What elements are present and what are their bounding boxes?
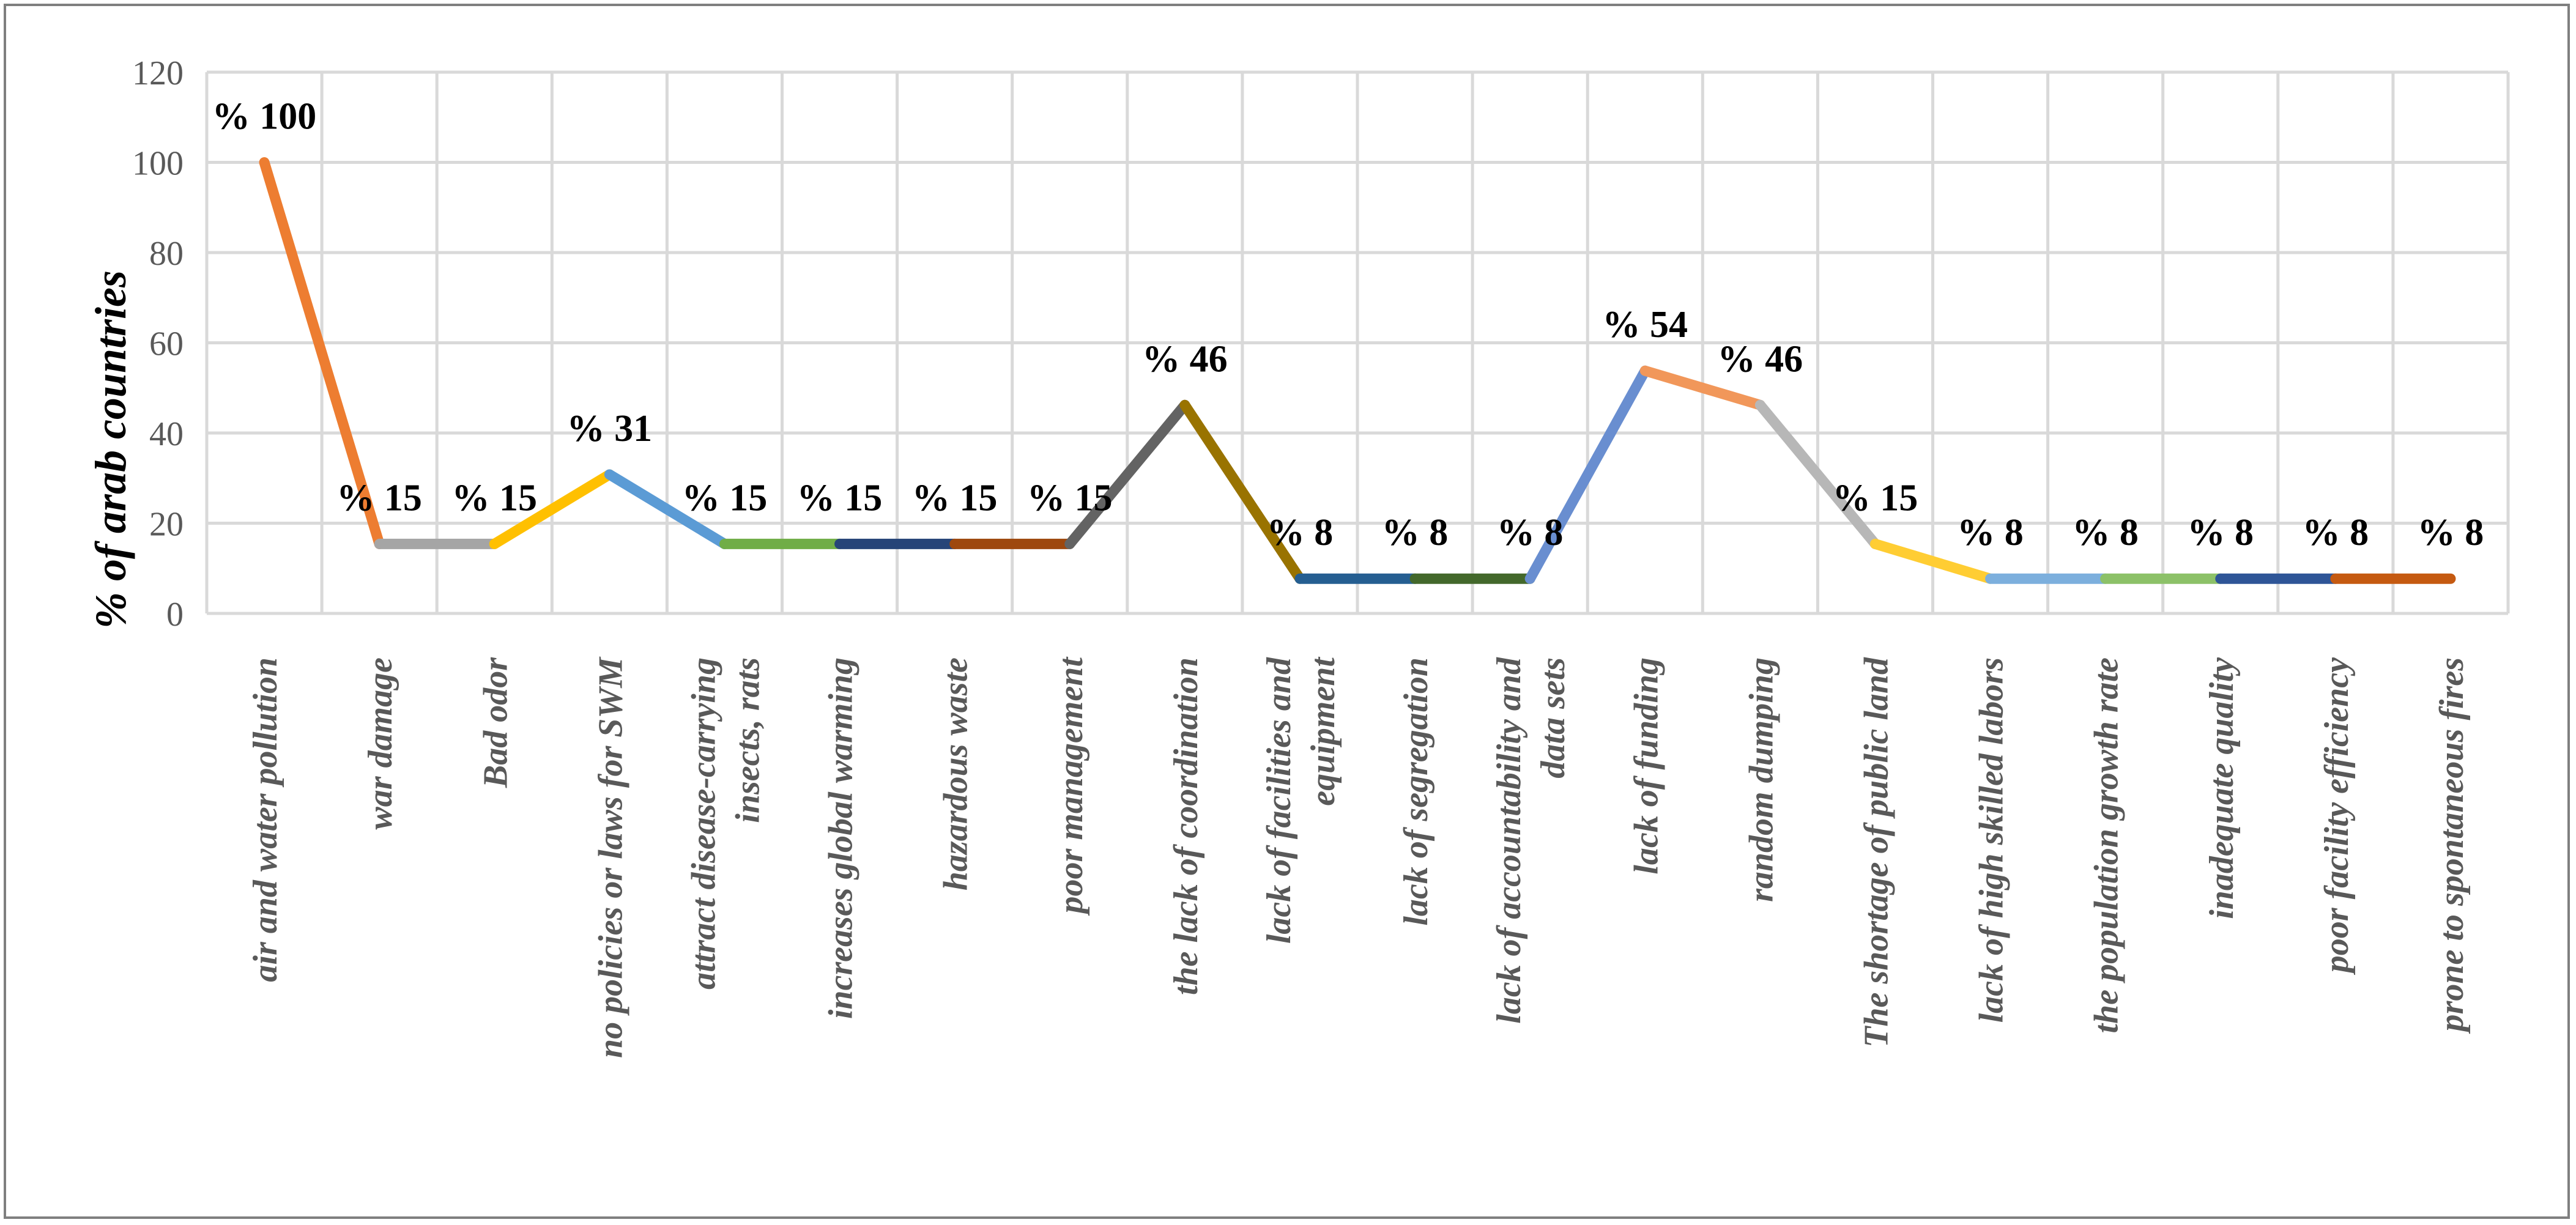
data-label: % 8 <box>1267 512 1334 553</box>
x-category-label: lack of segregation <box>1397 657 1435 926</box>
data-label: % 46 <box>1718 338 1803 380</box>
x-category-label: no policies or laws for SWM <box>592 656 629 1058</box>
x-category-label: prone to spontaneous fires <box>2433 657 2471 1034</box>
x-category-label: random dumping <box>1742 657 1780 902</box>
x-category-label: lack of high skilled labors <box>1973 657 2011 1023</box>
x-category-label-line: the lack of coordination <box>1167 657 1205 995</box>
y-tick-label: 20 <box>149 506 184 544</box>
x-category-label: poor facility efficiency <box>2318 657 2356 975</box>
data-label: % 8 <box>2188 512 2254 553</box>
x-category-label-line: lack of high skilled labors <box>1973 657 2011 1023</box>
x-category-label-line: insects, rats <box>729 657 766 823</box>
x-category-label: the population growth rate <box>2088 657 2126 1034</box>
x-category-label-line: hazardous waste <box>937 657 975 890</box>
x-category-label: war damage <box>362 657 399 830</box>
line-segment <box>1754 399 1880 549</box>
y-tick-label: 0 <box>166 596 184 634</box>
x-category-label: lack of funding <box>1627 657 1665 875</box>
x-category-label: poor management <box>1052 657 1090 916</box>
data-label: % 8 <box>2303 512 2369 553</box>
x-category-label-line: attract disease-carrying <box>685 657 722 990</box>
line-segment <box>1639 365 1765 410</box>
x-category-label: attract disease-carrying insects, rats <box>685 657 766 990</box>
x-category-label: hazardous waste <box>937 657 975 890</box>
x-category-label-line: increases global warming <box>822 657 860 1019</box>
line-segment <box>1064 399 1190 549</box>
x-category-label-line: lack of funding <box>1627 657 1665 875</box>
data-label: % 15 <box>682 477 768 519</box>
x-category-label-line: data sets <box>1534 657 1572 779</box>
data-label: % 15 <box>1833 477 1918 519</box>
x-category-label: The shortage of public land <box>1857 657 1895 1048</box>
y-axis-ticks: 0 20 40 60 80 100 120 <box>132 54 184 634</box>
data-label: % 8 <box>2072 512 2139 553</box>
x-category-label-line: poor management <box>1052 657 1090 916</box>
x-category-label: air and water pollution <box>247 657 284 982</box>
x-category-label-line: war damage <box>362 657 399 830</box>
data-label: % 31 <box>567 408 653 450</box>
x-category-label-line: inadequate quality <box>2203 657 2241 919</box>
data-label: % 15 <box>336 477 422 519</box>
y-axis-title: % of arab countries <box>86 270 135 629</box>
chart-frame <box>4 4 2570 1219</box>
data-label: % 15 <box>797 477 883 519</box>
y-tick-label: 120 <box>132 54 184 92</box>
data-labels: % 100 % 15 % 15 % 31 % 15 % 15 % 15 % 15 % 46 % 8… <box>212 96 2484 554</box>
line-segment <box>489 469 615 549</box>
x-category-label: inadequate quality <box>2203 657 2241 919</box>
x-category-label-line: lack of facilities and <box>1260 657 1298 944</box>
data-label: % 8 <box>1382 512 1449 553</box>
line-segment <box>1869 538 1996 584</box>
data-label: % 8 <box>2418 512 2484 553</box>
x-category-label: Bad odor <box>477 657 514 788</box>
data-label: % 100 <box>212 96 317 138</box>
line-segment <box>1524 365 1650 584</box>
x-category-label-line: lack of segregation <box>1397 657 1435 926</box>
x-category-label-line: random dumping <box>1742 657 1780 902</box>
x-category-label-line: Bad odor <box>477 657 514 788</box>
x-category-label-line: lack of accountability and <box>1490 657 1528 1024</box>
y-tick-label: 100 <box>132 145 184 183</box>
data-label: % 8 <box>1497 512 1564 553</box>
x-category-label: the lack of coordination <box>1167 657 1205 995</box>
x-category-label-line: prone to spontaneous fires <box>2433 657 2471 1034</box>
x-category-label: increases global warming <box>822 657 860 1019</box>
data-label: % 8 <box>1957 512 2024 553</box>
x-category-label: lack of facilities and equipment <box>1260 657 1342 944</box>
y-tick-label: 60 <box>149 325 184 363</box>
x-category-label-line: The shortage of public land <box>1857 657 1895 1048</box>
line-segment <box>259 157 385 549</box>
series-line <box>259 157 2456 584</box>
data-label: % 15 <box>1027 477 1113 519</box>
data-label: % 15 <box>912 477 998 519</box>
x-category-label-line: the population growth rate <box>2088 657 2126 1034</box>
category-labels: air and water pollution war damage Bad odo… <box>247 656 2471 1058</box>
x-category-label-line: air and water pollution <box>247 657 284 982</box>
gridlines <box>205 70 2510 615</box>
x-category-label-line: no policies or laws for SWM <box>592 656 629 1058</box>
data-label: % 46 <box>1142 338 1228 380</box>
line-segment <box>604 469 730 549</box>
data-label: % 54 <box>1603 304 1688 346</box>
x-category-label-line: poor facility efficiency <box>2318 657 2356 975</box>
line-segment <box>1179 399 1305 584</box>
y-tick-label: 80 <box>149 235 184 273</box>
x-category-label: lack of accountability and data sets <box>1490 657 1572 1024</box>
y-tick-label: 40 <box>149 415 184 453</box>
data-label: % 15 <box>452 477 538 519</box>
x-category-label-line: equipment <box>1304 657 1342 806</box>
